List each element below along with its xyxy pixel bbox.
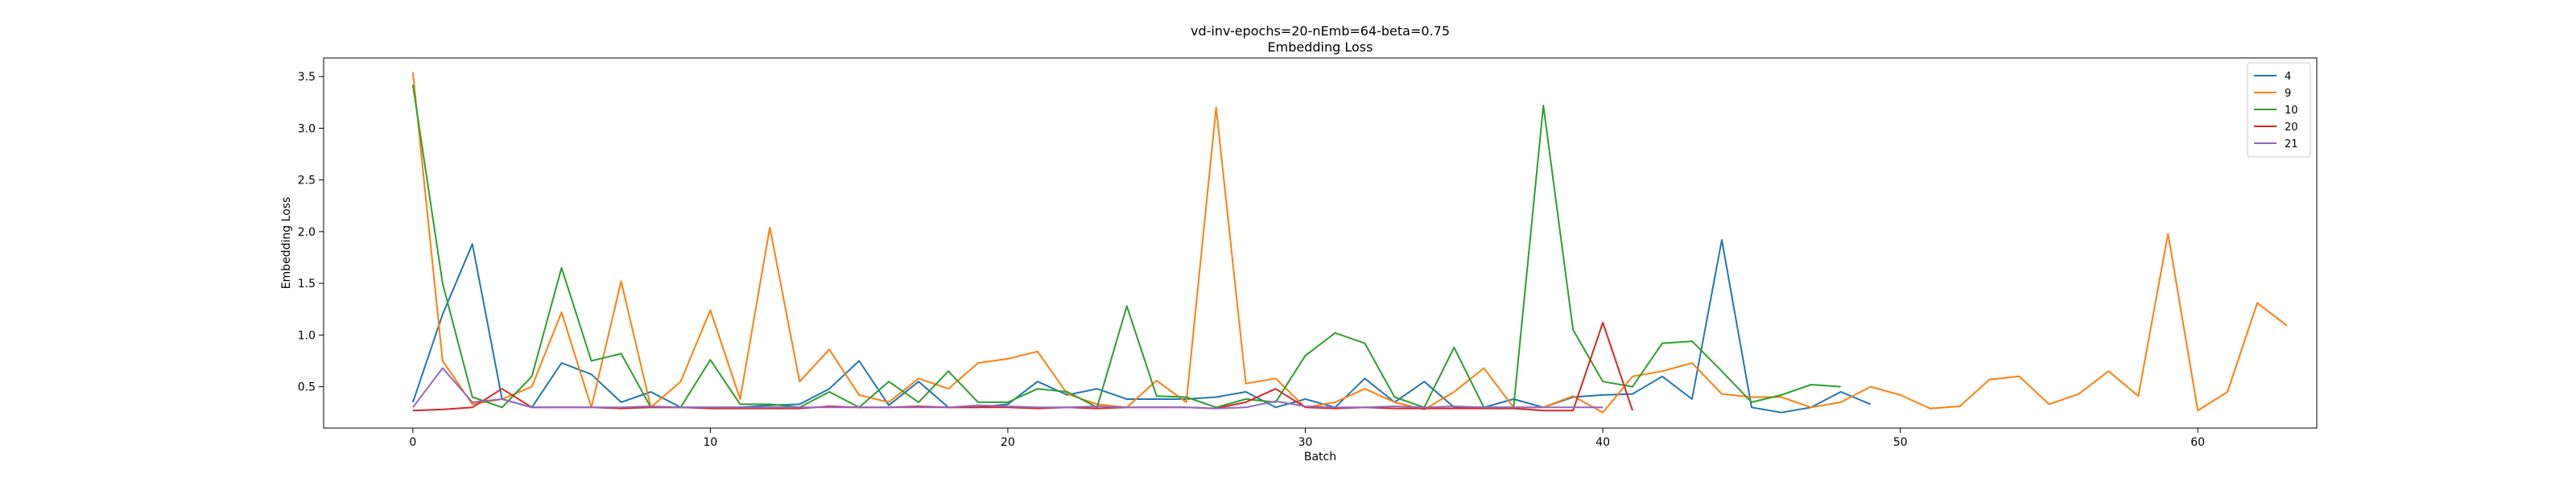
x-tick-label: 40: [1596, 436, 1610, 449]
legend-box: [2247, 62, 2311, 158]
x-tick-label: 10: [704, 436, 718, 449]
y-axis: 0.5 1.0 1.5 2.0 2.5 3.0 3.5: [298, 71, 324, 394]
x-axis-label: Batch: [1304, 451, 1336, 463]
y-tick-label: 0.5: [298, 381, 316, 394]
y-tick-label: 2.5: [298, 175, 316, 187]
chart-subtitle: Embedding Loss: [1268, 39, 1373, 55]
y-tick-label: 2.0: [298, 226, 316, 239]
x-tick-label: 30: [1298, 436, 1313, 449]
x-tick-label: 20: [1001, 436, 1015, 449]
x-tick-label: 0: [409, 436, 416, 449]
legend-label: 4: [2285, 71, 2291, 83]
y-axis-label: Embedding Loss: [280, 197, 293, 290]
plot-frame: [323, 57, 2318, 429]
series-line-9: [411, 72, 2288, 414]
series-line-10: [411, 84, 1841, 409]
y-tick-label: 1.5: [298, 278, 316, 290]
legend-label: 9: [2285, 88, 2291, 100]
series-line-20: [412, 321, 1633, 412]
y-tick-label: 1.0: [298, 329, 316, 342]
legend-label: 10: [2285, 105, 2298, 117]
y-tick-label: 3.0: [298, 122, 316, 135]
chart-title: vd-inv-epochs=20-nEmb=64-beta=0.75: [1191, 23, 1450, 39]
series-line-21: [412, 367, 1604, 410]
legend-label: 21: [2285, 138, 2298, 150]
x-axis: 0 10 20 30 40 50 60: [409, 428, 2205, 449]
legend: 4 9 10 20 21: [2247, 62, 2311, 158]
y-tick-label: 3.5: [298, 71, 316, 84]
plot-area: [411, 72, 2288, 414]
x-tick-label: 60: [2190, 436, 2205, 449]
x-tick-label: 50: [1893, 436, 1908, 449]
legend-label: 20: [2285, 122, 2298, 134]
